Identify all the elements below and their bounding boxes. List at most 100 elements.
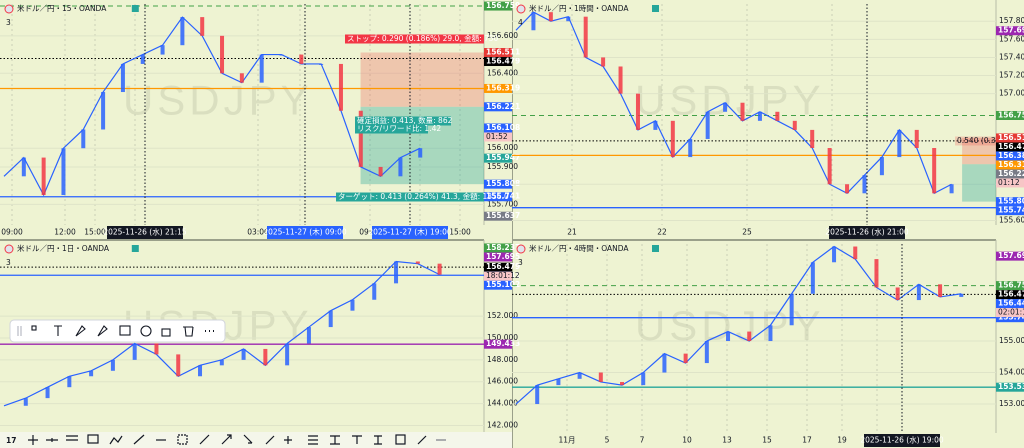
price-tag <box>484 153 512 163</box>
price-tag-label: 156.221 <box>486 102 520 111</box>
candle <box>959 293 964 297</box>
note-bg <box>336 192 484 202</box>
candle <box>437 263 442 275</box>
price-tag <box>484 83 512 93</box>
x-tick-label: 15:00 <box>84 228 106 237</box>
tool-callout[interactable] <box>87 434 99 444</box>
price-tag-label: 156.440 <box>998 299 1024 308</box>
price-tag-label: 156.479 <box>998 142 1024 151</box>
candle <box>810 129 815 149</box>
logo: 17 <box>6 436 16 445</box>
price-tag <box>996 290 1024 300</box>
price-path <box>515 11 952 195</box>
price-path <box>3 16 421 197</box>
tool-fib[interactable] <box>284 436 292 444</box>
candle <box>81 129 86 149</box>
candle <box>338 63 343 111</box>
tool-measure[interactable] <box>243 434 253 444</box>
drag-handle[interactable] <box>17 326 22 336</box>
position-note: ターゲット: 0.413 (0.264%) 41.3, 金額: 1356.0 <box>338 191 509 201</box>
tool-pen[interactable] <box>265 435 275 445</box>
timer-bg <box>996 308 1024 318</box>
tool-select[interactable] <box>177 434 188 445</box>
position-note: リスク/リワード比: 1.42 <box>357 123 441 133</box>
candle <box>688 138 693 158</box>
candle <box>154 343 159 355</box>
candle <box>914 129 919 149</box>
tool-chart[interactable] <box>119 325 131 336</box>
tool-text[interactable] <box>352 435 362 444</box>
chart-panel: USDJPY 155.000 154.000 153.000 157.695 156.75… <box>512 240 1024 448</box>
tool-ray[interactable] <box>46 438 58 442</box>
tool-pattern[interactable] <box>109 435 123 445</box>
chart-title: 米ドル／円・15・OANDA <box>17 3 107 13</box>
tool-brush[interactable] <box>199 434 210 445</box>
price-tag <box>996 299 1024 309</box>
tool-delete[interactable] <box>183 326 194 337</box>
price-tag <box>484 211 512 221</box>
price-tag <box>996 160 1024 170</box>
tool-arrow[interactable] <box>221 434 232 445</box>
price-tag-label: 157.695 <box>998 26 1024 35</box>
candle <box>140 54 145 64</box>
axis-bg <box>996 240 1024 448</box>
candle <box>372 283 377 300</box>
candle <box>394 261 399 284</box>
candle <box>641 372 646 386</box>
tool-grid[interactable] <box>395 434 406 445</box>
price-tag <box>484 48 512 58</box>
watermark: USDJPY <box>635 77 825 124</box>
candle <box>932 148 937 194</box>
tool-fill-color[interactable] <box>97 325 108 337</box>
tool-hline[interactable] <box>66 435 78 441</box>
cursor-label: 2025-11-27 (木) 19:00 <box>368 227 452 237</box>
y-tick-label: 148.000 <box>487 355 518 364</box>
candle <box>566 16 571 22</box>
candle <box>723 102 728 112</box>
price-tag-label: 156.319 <box>486 83 520 92</box>
tool-cursor[interactable] <box>374 435 382 445</box>
candle <box>23 398 28 406</box>
candle <box>683 353 688 364</box>
price-tag <box>484 243 512 253</box>
price-tag-label: 156.511 <box>486 48 520 57</box>
tool-eraser[interactable] <box>417 435 427 445</box>
tool-trend[interactable] <box>133 434 145 445</box>
x-tick-label: 25 <box>742 228 752 237</box>
countdown: 18:01:12 <box>486 271 520 280</box>
tool-fib-ext[interactable] <box>308 435 318 445</box>
y-tick-label: 152.000 <box>487 311 518 320</box>
candle <box>219 359 224 366</box>
tool-line-color[interactable] <box>75 325 86 337</box>
price-tag <box>484 102 512 112</box>
candle <box>200 17 205 36</box>
cursor-label-bg <box>864 434 940 447</box>
candle <box>827 148 832 185</box>
countdown: 02:01:12 <box>998 308 1024 317</box>
y-tick-label: 156.000 <box>487 143 518 152</box>
price-tag-label: 157.695 <box>998 251 1024 260</box>
price-tag-label: 156.479 <box>998 290 1024 299</box>
candle <box>350 299 355 311</box>
price-tag <box>996 26 1024 36</box>
status-dot <box>652 5 659 12</box>
candle <box>747 331 752 342</box>
tool-gann[interactable] <box>330 435 340 445</box>
candle <box>810 262 815 294</box>
price-tag-label: 155.741 <box>998 206 1024 215</box>
candle <box>577 372 582 379</box>
tool-text-color[interactable] <box>54 325 62 336</box>
price-tag-label: 157.695 <box>486 252 520 261</box>
x-tick-label: 09:00 <box>359 228 381 237</box>
candle <box>662 353 667 373</box>
indicator-badge: 3 <box>518 258 523 267</box>
tool-lock[interactable] <box>161 328 171 337</box>
candle <box>853 246 858 260</box>
tool-settings[interactable] <box>140 325 152 337</box>
x-tick-label: 21 <box>567 228 577 237</box>
x-tick-label: 11月 <box>558 436 575 445</box>
tool-template[interactable] <box>31 325 37 331</box>
tool-cross[interactable] <box>28 435 38 445</box>
candle <box>176 354 181 377</box>
candle <box>704 341 709 364</box>
